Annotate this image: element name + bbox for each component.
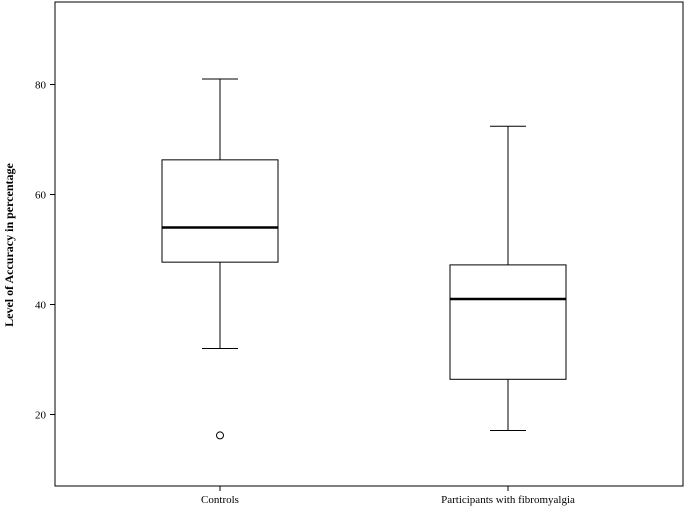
plot-frame: [54, 1, 684, 487]
y-axis-title: Level of Accuracy in percentage: [2, 162, 16, 326]
boxes: [161, 78, 567, 440]
y-tick-label-3: 80: [35, 80, 47, 92]
box-group-0: [161, 78, 279, 440]
y-tick-label-1: 40: [35, 300, 47, 312]
x-axis: Controls Participants with fibromyalgia: [201, 486, 575, 506]
outlier-0-0: [216, 431, 224, 440]
y-tick-label-0: 20: [35, 410, 47, 422]
y-tick-label-2: 60: [35, 190, 47, 202]
iqr-box-1: [449, 264, 567, 380]
iqr-box-0: [161, 159, 279, 263]
y-axis: 20 40 60 80: [35, 80, 55, 422]
x-tick-label-1: Participants with fibromyalgia: [441, 494, 575, 506]
box-group-1: [449, 125, 567, 431]
x-tick-label-0: Controls: [201, 494, 239, 506]
